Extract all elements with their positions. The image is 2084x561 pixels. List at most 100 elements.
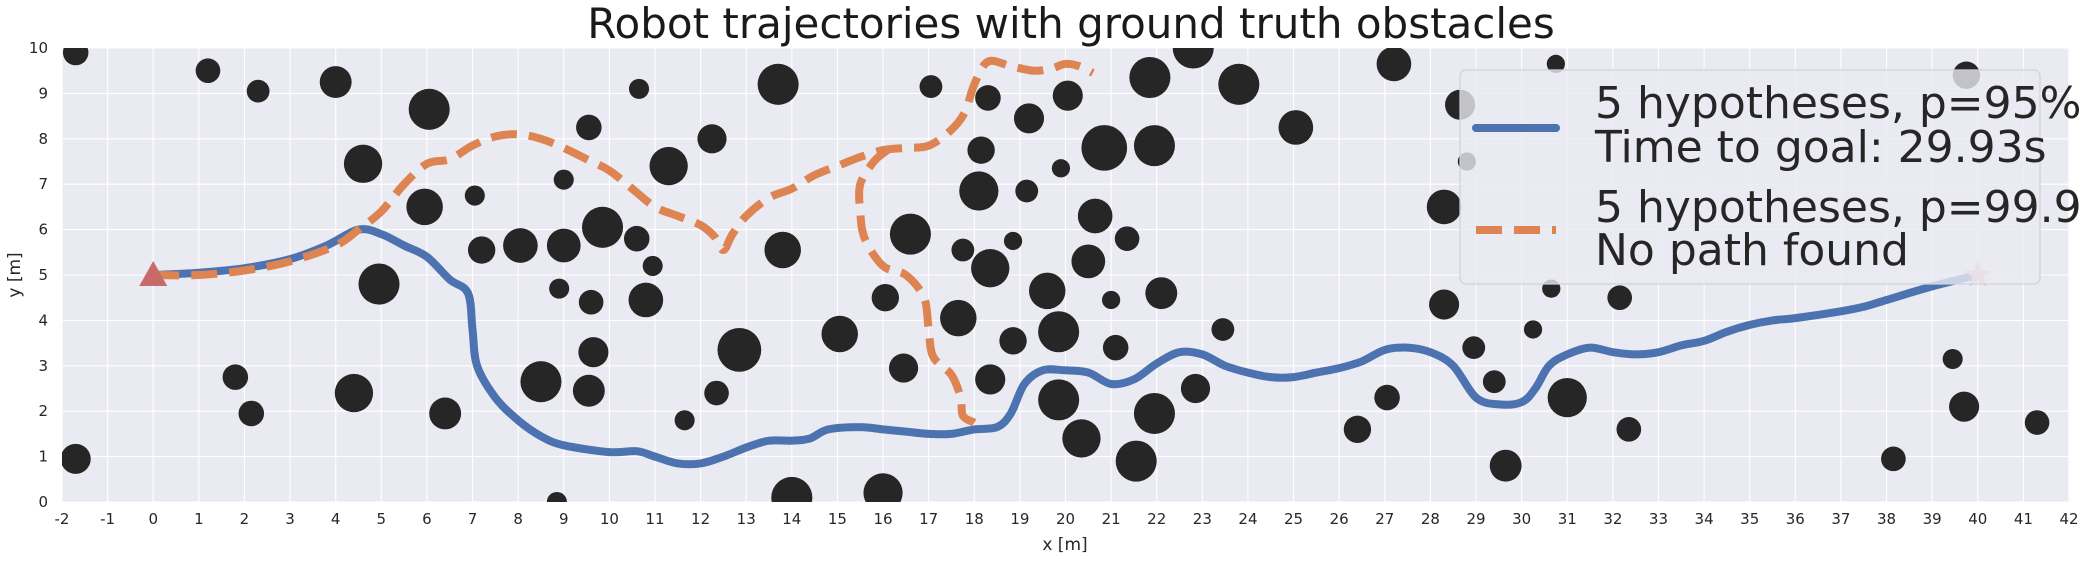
x-tick-label: 30 — [1512, 510, 1531, 528]
x-tick-label: 31 — [1558, 510, 1577, 528]
obstacle — [1145, 277, 1178, 310]
obstacle — [771, 476, 813, 502]
obstacle — [578, 337, 609, 368]
obstacle — [940, 299, 977, 337]
x-tick-label: 23 — [1193, 510, 1212, 528]
x-tick-label: 18 — [965, 510, 984, 528]
x-tick-label: -1 — [100, 510, 115, 528]
legend-entry-1-subtitle: Time to goal: 29.93s — [1594, 122, 2047, 173]
x-tick-label: 27 — [1375, 510, 1394, 528]
obstacle — [1942, 348, 1963, 370]
y-axis-label: y [m] — [5, 252, 25, 297]
y-tick-label: 3 — [38, 357, 48, 375]
obstacle — [697, 124, 727, 154]
legend-entry-1-name: 5 hypotheses, p=95% — [1595, 78, 2081, 129]
x-tick-label: 2 — [240, 510, 250, 528]
x-tick-label: 20 — [1056, 510, 1075, 528]
y-tick-label: 6 — [38, 221, 48, 239]
x-tick-label: 14 — [782, 510, 801, 528]
obstacle — [1881, 446, 1906, 472]
obstacle — [1081, 125, 1128, 171]
x-tick-label: 6 — [422, 510, 432, 528]
x-tick-label: -2 — [55, 510, 70, 528]
obstacle — [1180, 373, 1211, 404]
obstacle — [578, 289, 604, 315]
obstacle — [1129, 56, 1171, 99]
obstacle — [62, 48, 89, 66]
obstacle — [975, 364, 1006, 395]
x-tick-label: 1 — [194, 510, 204, 528]
x-tick-label: 36 — [1786, 510, 1805, 528]
obstacle — [1133, 125, 1175, 167]
obstacle — [951, 238, 975, 262]
obstacle — [1029, 272, 1066, 310]
obstacle — [546, 228, 581, 263]
trajectory-dashed-1 — [153, 56, 1095, 280]
obstacle — [704, 380, 729, 406]
x-tick-label: 34 — [1695, 510, 1714, 528]
obstacle — [343, 144, 383, 183]
y-tick-label: 7 — [38, 175, 48, 193]
obstacle — [717, 328, 762, 372]
obstacle — [888, 353, 919, 383]
x-tick-label: 25 — [1284, 510, 1303, 528]
legend-box — [1459, 69, 2041, 285]
obstacle — [1172, 48, 1214, 69]
x-tick-label: 17 — [919, 510, 938, 528]
obstacle — [1949, 391, 1980, 422]
obstacle — [1115, 440, 1157, 482]
obstacle — [1071, 244, 1106, 279]
obstacle — [572, 374, 605, 407]
x-tick-label: 32 — [1603, 510, 1622, 528]
obstacle — [919, 75, 943, 98]
obstacle — [549, 278, 570, 299]
obstacle — [1489, 449, 1522, 482]
x-tick-label: 7 — [468, 510, 478, 528]
obstacle — [238, 400, 265, 427]
x-tick-label: 35 — [1740, 510, 1759, 528]
obstacle — [1616, 417, 1642, 442]
obstacle — [1133, 392, 1175, 434]
x-tick-label: 11 — [645, 510, 664, 528]
obstacle — [628, 78, 650, 99]
x-tick-label: 10 — [600, 510, 619, 528]
obstacle — [1546, 54, 1565, 74]
obstacle — [971, 249, 1010, 288]
obstacle — [1038, 311, 1080, 353]
obstacle — [889, 213, 931, 255]
obstacle — [674, 410, 695, 431]
x-tick-label: 39 — [1923, 510, 1942, 528]
obstacle — [764, 231, 801, 269]
x-tick-label: 3 — [285, 510, 295, 528]
obstacle — [581, 206, 624, 248]
x-tick-label: 33 — [1649, 510, 1668, 528]
x-tick-label: 4 — [331, 510, 341, 528]
obstacle — [871, 284, 900, 312]
obstacle — [576, 114, 602, 141]
obstacle — [358, 263, 400, 305]
obstacle — [1051, 159, 1071, 178]
y-tick-label: 5 — [38, 266, 48, 284]
x-tick-label: 13 — [737, 510, 756, 528]
obstacle — [967, 136, 995, 164]
x-tick-label: 9 — [559, 510, 569, 528]
obstacle — [1211, 318, 1235, 341]
obstacle — [1052, 80, 1083, 111]
obstacle — [1003, 231, 1023, 251]
obstacle — [623, 225, 650, 252]
obstacle — [195, 58, 221, 84]
y-tick-label: 9 — [38, 84, 48, 102]
obstacle — [1013, 103, 1045, 134]
obstacle — [1038, 379, 1080, 421]
obstacle — [222, 364, 249, 390]
obstacle — [503, 228, 538, 263]
obstacle — [1343, 415, 1372, 444]
trajectory-solid-0 — [149, 225, 1982, 469]
legend: 5 hypotheses, p=95% Time to goal: 29.93s… — [1459, 69, 2084, 285]
obstacle — [1102, 334, 1129, 361]
x-tick-label: 8 — [513, 510, 523, 528]
obstacle — [1218, 63, 1260, 105]
obstacle — [821, 315, 858, 353]
obstacle — [1429, 289, 1460, 320]
